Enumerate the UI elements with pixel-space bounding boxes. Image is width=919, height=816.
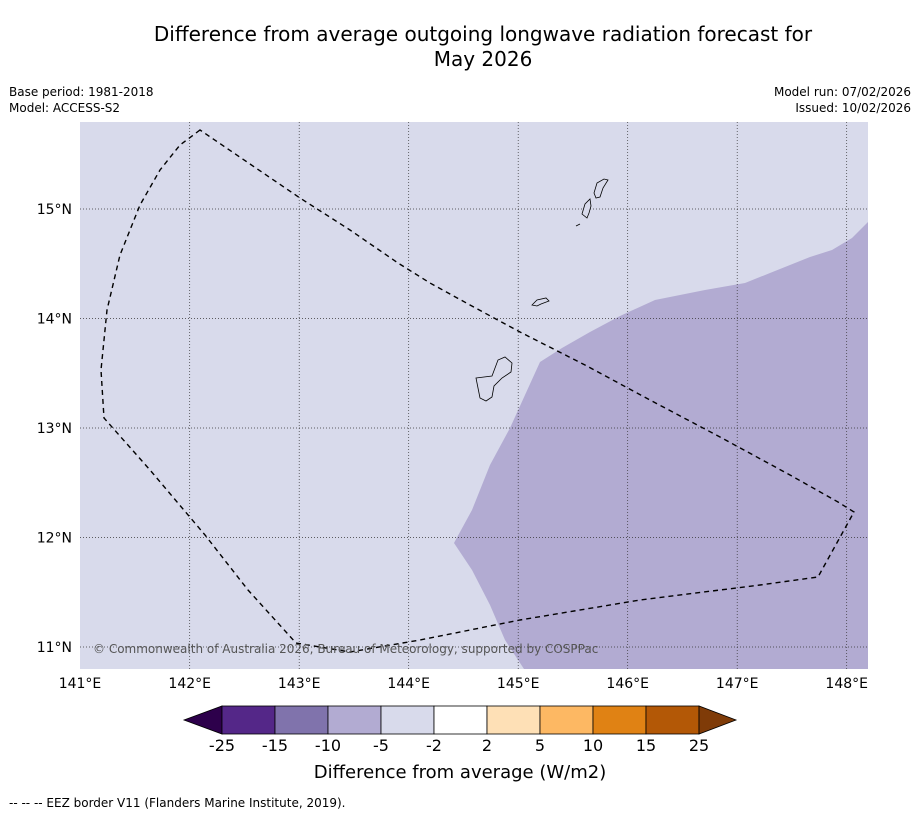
latitude-tick-labels: 15°N 14°N 13°N 12°N 11°N	[37, 202, 72, 656]
metadata-right: Model run: 07/02/2026 Issued: 10/02/2026	[774, 84, 911, 116]
island-aguijan	[575, 223, 581, 227]
lat-tick-11: 11°N	[37, 640, 72, 656]
title-line-2: May 2026	[433, 47, 533, 71]
colorbar-bin	[327, 705, 382, 735]
model-run: Model run: 07/02/2026	[773, 85, 911, 99]
lon-tick-144: 144°E	[387, 676, 430, 692]
colorbar-bin	[221, 705, 276, 735]
copyright-text: © Commonwealth of Australia 2026, Bureau…	[93, 642, 598, 656]
metadata-left: Base period: 1981-2018 Model: ACCESS-S2	[9, 84, 154, 116]
lon-tick-141: 141°E	[59, 676, 102, 692]
colorbar-label: 5	[535, 736, 545, 755]
colorbar-bin	[539, 705, 594, 735]
lat-tick-15: 15°N	[37, 202, 72, 218]
colorbar-label: -15	[262, 736, 288, 755]
colorbar-label: 10	[583, 736, 603, 755]
lat-tick-14: 14°N	[37, 312, 72, 328]
issued-date: Issued: 10/02/2026	[795, 101, 911, 115]
colorbar-label: 25	[689, 736, 709, 755]
lon-tick-147: 147°E	[716, 676, 759, 692]
island-saipan	[593, 178, 609, 199]
lon-tick-145: 145°E	[497, 676, 540, 692]
colorbar-bin	[380, 705, 435, 735]
lat-tick-12: 12°N	[37, 531, 72, 547]
lon-tick-148: 148°E	[825, 676, 868, 692]
colorbar-bin	[592, 705, 647, 735]
base-period: Base period: 1981-2018	[9, 85, 154, 99]
colorbar-label: -2	[426, 736, 442, 755]
colorbar-label: -5	[373, 736, 389, 755]
colorbar-label: -10	[315, 736, 341, 755]
model-name: Model: ACCESS-S2	[9, 101, 121, 115]
colorbar-bin	[274, 705, 329, 735]
colorbar-bin	[486, 705, 541, 735]
anomaly-region	[454, 222, 868, 669]
lat-tick-13: 13°N	[37, 421, 72, 437]
colorbar-label: 15	[636, 736, 656, 755]
island-tinian	[581, 198, 592, 219]
lon-tick-142: 142°E	[168, 676, 211, 692]
chart-title: Difference from average outgoing longwav…	[80, 22, 886, 72]
colorbar-title: Difference from average (W/m2)	[314, 762, 606, 783]
eez-border	[100, 129, 855, 653]
longitude-tick-labels: 141°E 142°E 143°E 144°E 145°E 146°E 147°…	[59, 676, 868, 692]
colorbar-low-extension	[182, 705, 223, 735]
island-guam	[475, 356, 513, 402]
lon-tick-146: 146°E	[606, 676, 649, 692]
colorbar-high-extension	[698, 705, 738, 735]
eez-footnote: -- -- -- EEZ border V11 (Flanders Marine…	[9, 796, 346, 810]
colorbar-labels: -25 -15 -10 -5 -2 2 5 10 15 25	[209, 736, 709, 755]
colorbar	[182, 705, 738, 735]
colorbar-bin	[433, 705, 488, 735]
colorbar-label: 2	[482, 736, 492, 755]
islands	[475, 178, 609, 402]
gridlines	[80, 122, 868, 669]
lon-tick-143: 143°E	[278, 676, 321, 692]
colorbar-bin	[645, 705, 700, 735]
colorbar-label: -25	[209, 736, 235, 755]
title-line-1: Difference from average outgoing longwav…	[153, 22, 813, 46]
island-rota	[531, 297, 550, 307]
